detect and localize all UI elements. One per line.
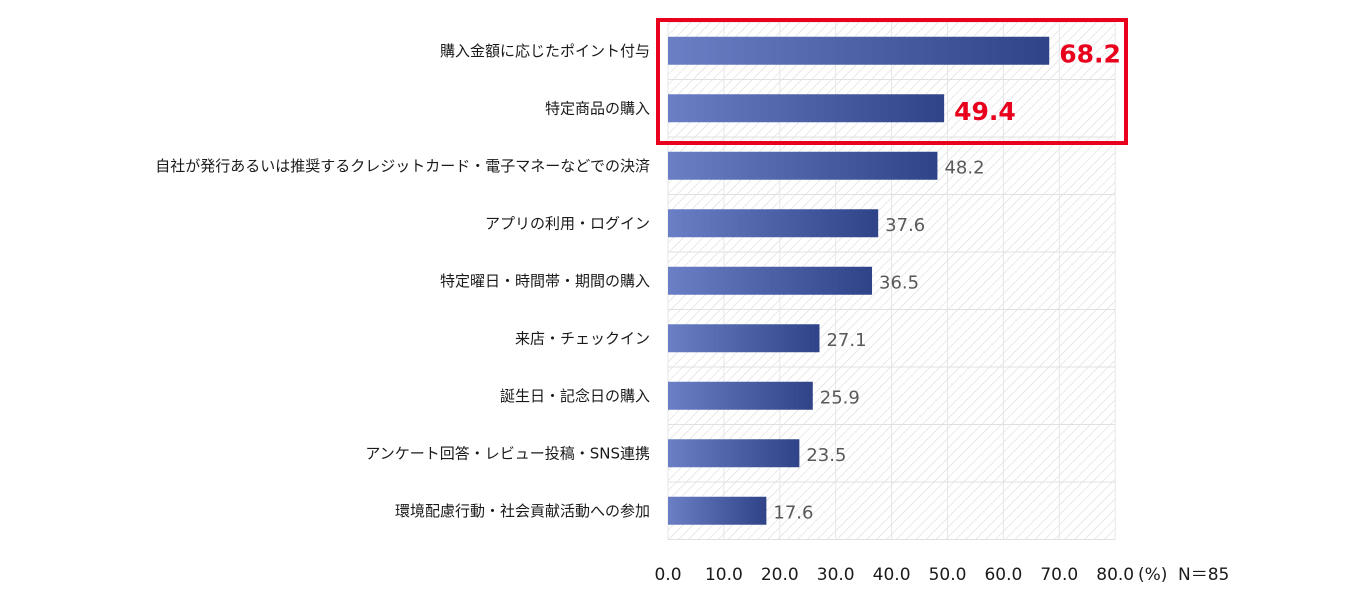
x-tick-label: 50.0 — [929, 565, 967, 585]
value-label: 49.4 — [954, 97, 1016, 126]
highlight-frame — [656, 18, 1128, 145]
bar — [668, 496, 767, 525]
value-label: 23.5 — [806, 445, 846, 466]
x-tick-label: 60.0 — [984, 565, 1022, 585]
category-label: アプリの利用・ログイン — [485, 214, 650, 232]
value-label: 68.2 — [1059, 39, 1121, 68]
category-label: 来店・チェックイン — [515, 329, 650, 347]
category-label: 購入金額に応じたポイント付与 — [440, 42, 650, 60]
value-label: 25.9 — [820, 387, 860, 408]
x-tick-label: 20.0 — [761, 565, 799, 585]
bar — [668, 266, 873, 295]
x-tick-label: 30.0 — [817, 565, 855, 585]
x-tick-label: 10.0 — [705, 565, 743, 585]
category-label: 誕生日・記念日の購入 — [500, 387, 650, 405]
value-label: 37.6 — [885, 215, 925, 236]
bar — [668, 381, 813, 410]
x-tick-label: 0.0 — [654, 565, 681, 585]
category-label: 環境配慮行動・社会貢献活動への参加 — [395, 502, 650, 520]
x-tick-label: 40.0 — [873, 565, 911, 585]
bar — [668, 324, 820, 353]
category-label: 特定商品の購入 — [545, 99, 650, 117]
bar — [668, 439, 800, 468]
category-label: 特定曜日・時間帯・期間の購入 — [440, 272, 650, 290]
x-tick-label: 70.0 — [1040, 565, 1078, 585]
x-unit-label: (%) — [1138, 565, 1167, 585]
bars — [668, 36, 1050, 525]
bar — [668, 94, 945, 123]
bar — [668, 209, 879, 238]
sample-size-label: N＝85 — [1178, 565, 1229, 585]
value-label: 48.2 — [944, 157, 984, 178]
chart-text: 購入金額に応じたポイント付与 68.2 特定商品の購入 49.4 自社が発行あるいは推奨… — [155, 39, 1229, 585]
bar — [668, 151, 938, 180]
value-label: 17.6 — [773, 502, 813, 523]
value-label: 36.5 — [879, 272, 919, 293]
value-label: 27.1 — [826, 330, 866, 351]
category-label: アンケート回答・レビュー投稿・SNS連携 — [365, 444, 650, 462]
x-tick-label: 80.0 — [1096, 565, 1134, 585]
bar — [668, 36, 1050, 65]
category-label: 自社が発行あるいは推奨するクレジットカード・電子マネーなどでの決済 — [155, 157, 650, 175]
